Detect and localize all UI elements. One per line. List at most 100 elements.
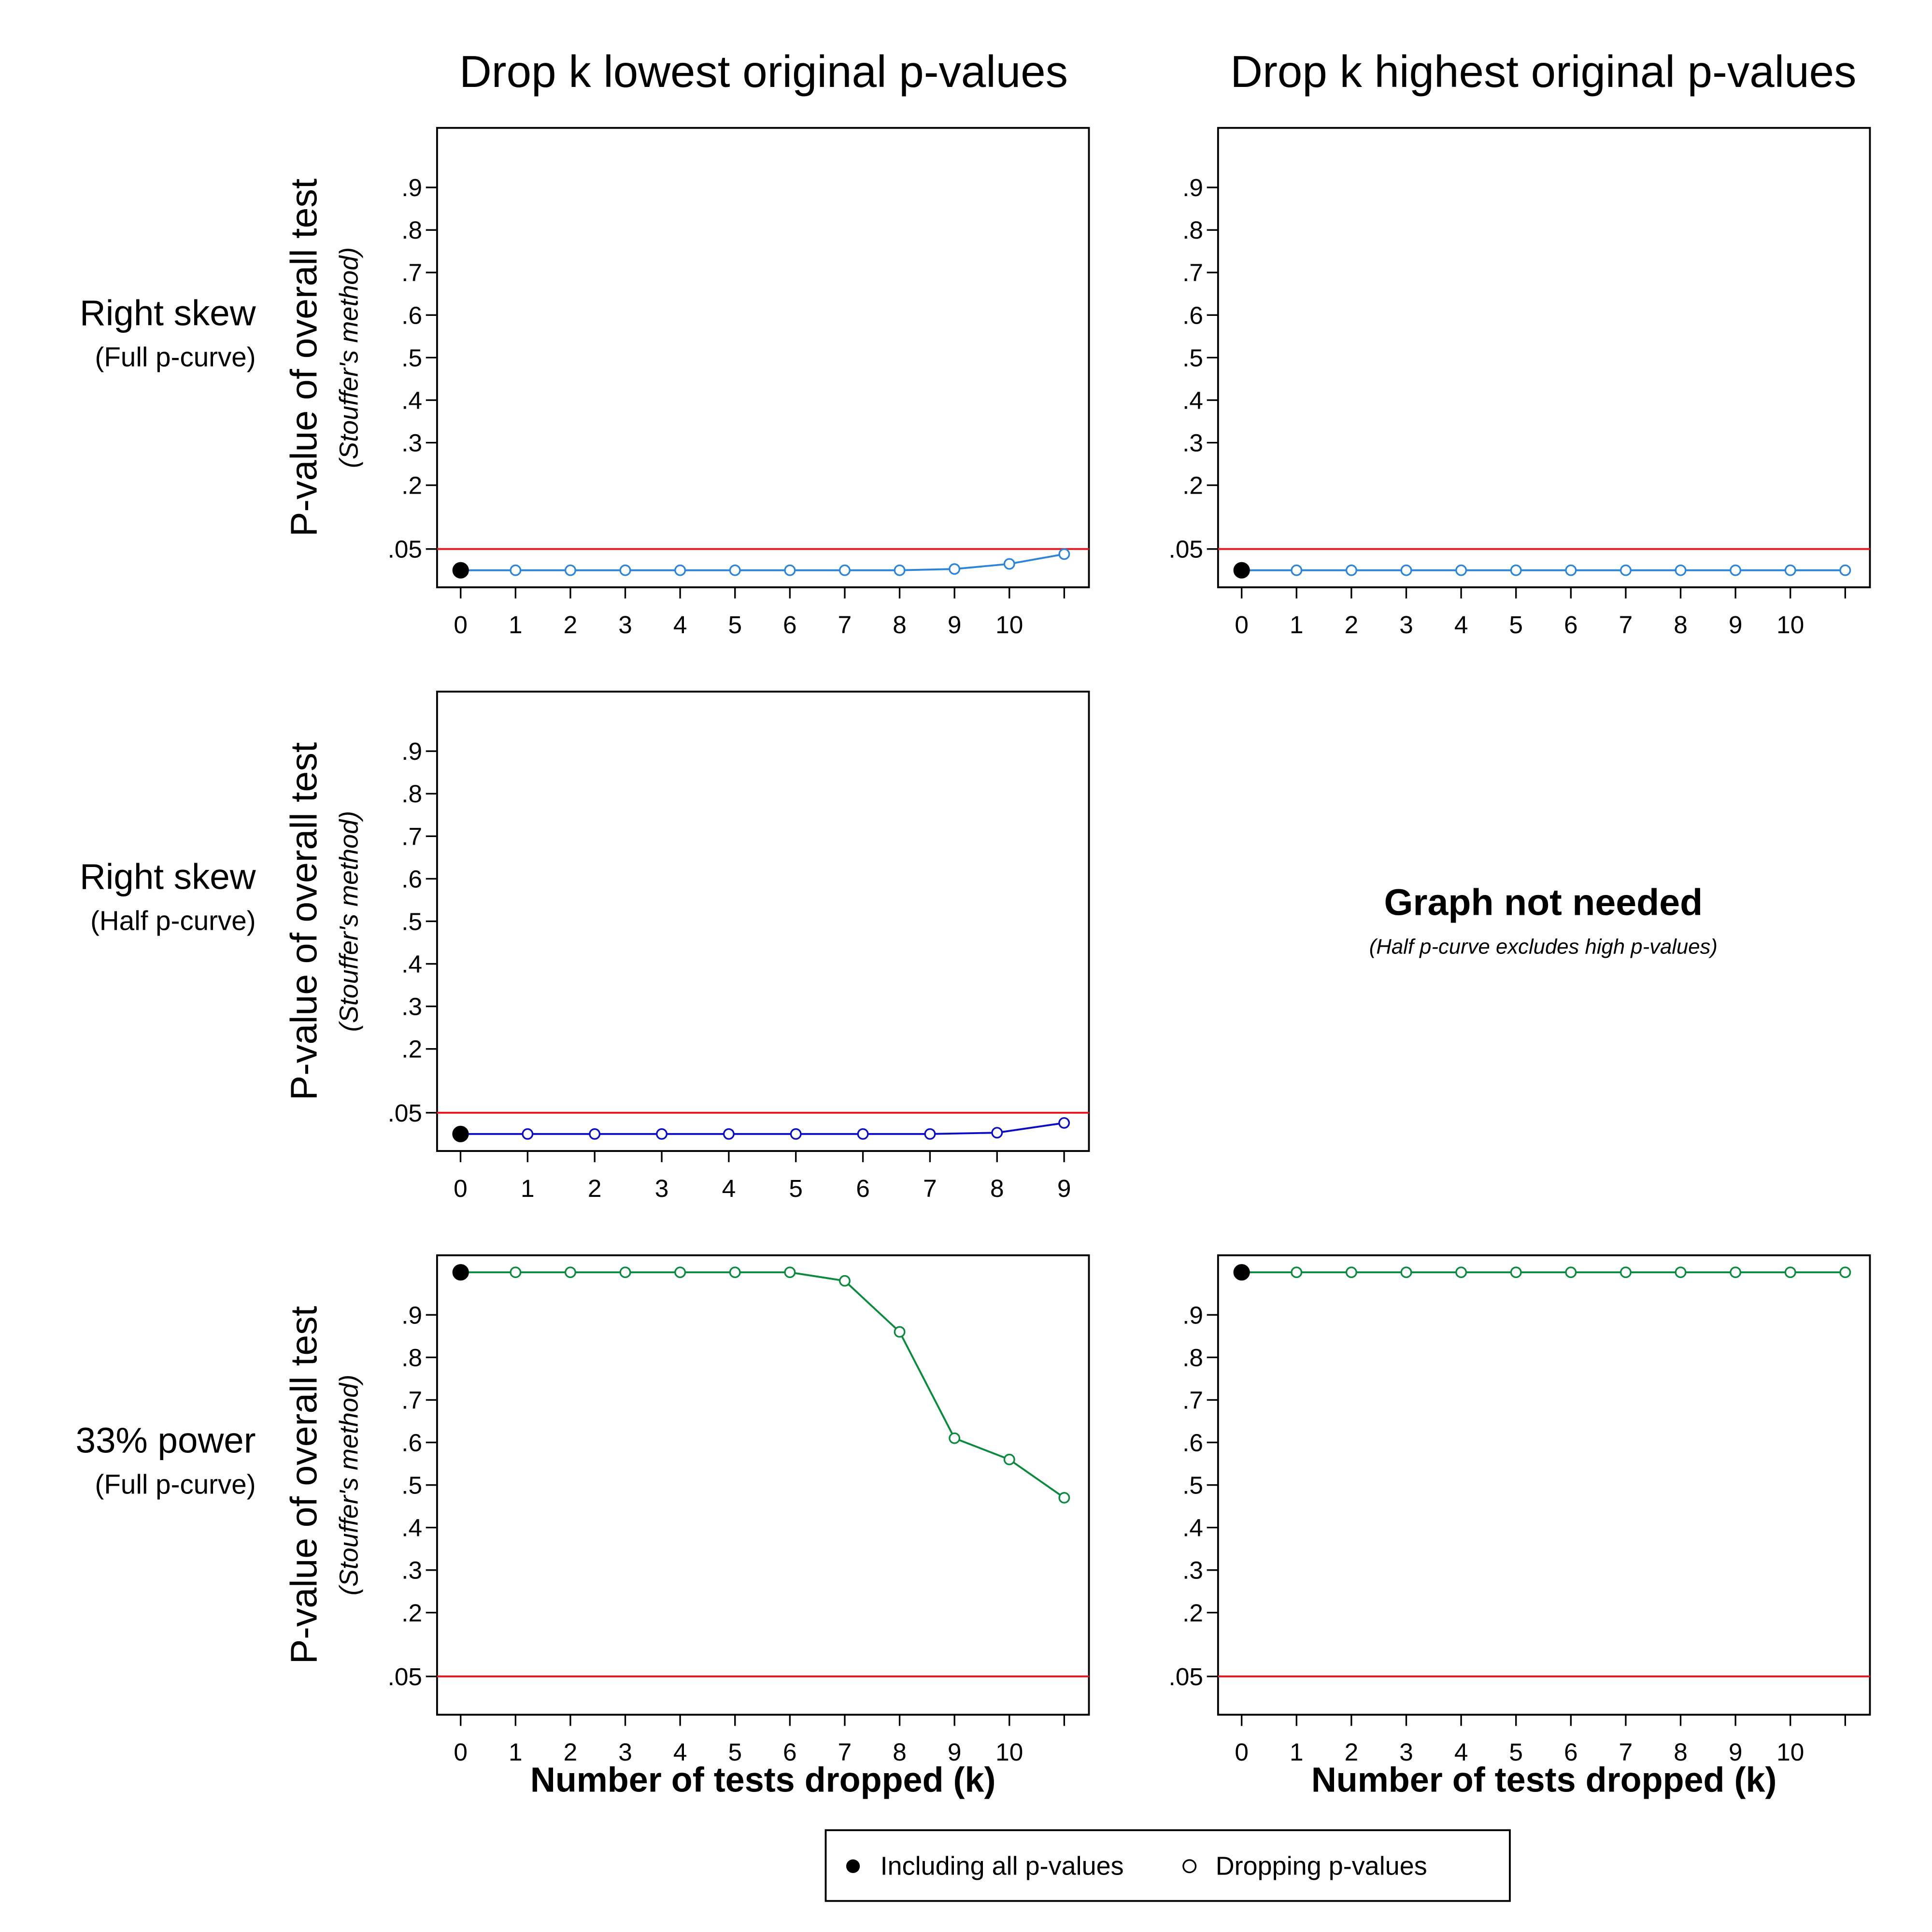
point-dropped — [1345, 564, 1357, 576]
point-dropped — [1510, 564, 1522, 576]
point-dropped — [1455, 1266, 1467, 1279]
x-tick-label: 6 — [783, 1738, 797, 1766]
y-tick-label: .9 — [1182, 1301, 1203, 1329]
x-tick-label: 0 — [454, 1174, 468, 1202]
y-tick-label: .2 — [1182, 471, 1203, 499]
x-tick-label: 6 — [1564, 1738, 1578, 1766]
y-tick-label: .9 — [401, 737, 422, 765]
x-tick-label: 0 — [454, 611, 468, 639]
point-dropped — [784, 1266, 796, 1279]
series-line — [460, 1122, 1065, 1135]
point-dropped — [949, 1432, 961, 1444]
x-tick-label: 5 — [728, 611, 742, 639]
x-tick-label: 0 — [454, 1738, 468, 1766]
y-tick-label: .3 — [1182, 1556, 1203, 1584]
point-dropped — [656, 1128, 668, 1140]
y-tick-label: .8 — [1182, 216, 1203, 244]
x-tick-label: 10 — [1776, 1738, 1804, 1766]
point-dropped — [1784, 1266, 1796, 1279]
point-dropped — [1510, 1266, 1522, 1279]
point-dropped — [1058, 1117, 1070, 1129]
y-axis-sublabel: (Stouffer's method) — [334, 247, 363, 468]
y-tick-label: .6 — [1182, 1428, 1203, 1456]
x-tick-label: 7 — [923, 1174, 937, 1202]
y-tick-label: .9 — [1182, 173, 1203, 201]
point-dropped — [619, 564, 631, 576]
y-tick-label: .05 — [388, 1662, 422, 1690]
x-tick-label: 2 — [588, 1174, 602, 1202]
y-tick-label: .6 — [401, 865, 422, 893]
point-dropped — [894, 564, 906, 576]
x-tick-label: 3 — [1399, 611, 1413, 639]
y-tick-label: .6 — [401, 301, 422, 329]
y-axis-label: P-value of overall test — [284, 742, 325, 1100]
legend-marker — [1182, 1859, 1197, 1874]
y-axis-label: P-value of overall test — [284, 1306, 325, 1664]
y-tick-label: .8 — [401, 216, 422, 244]
point-dropped — [674, 564, 686, 576]
y-tick-label: .05 — [1169, 535, 1203, 563]
x-tick-label: 1 — [1290, 1738, 1304, 1766]
y-tick-label: .8 — [1182, 1343, 1203, 1371]
point-dropped — [1839, 564, 1851, 576]
point-dropped — [1730, 1266, 1742, 1279]
x-tick-label: 3 — [618, 611, 632, 639]
x-tick-label: 8 — [990, 1174, 1004, 1202]
point-all — [452, 562, 469, 579]
point-dropped — [1619, 1266, 1632, 1279]
x-tick-label: 5 — [1509, 611, 1523, 639]
x-tick-label: 5 — [789, 1174, 803, 1202]
point-all — [1233, 1264, 1250, 1281]
point-dropped — [1400, 564, 1412, 576]
point-all — [1233, 562, 1250, 579]
point-dropped — [1675, 1266, 1687, 1279]
y-tick-label: .4 — [401, 1514, 422, 1542]
y-tick-label: .6 — [401, 1428, 422, 1456]
y-tick-label: .4 — [1182, 1514, 1203, 1542]
y-tick-label: .4 — [401, 950, 422, 978]
x-tick-label: 9 — [948, 611, 962, 639]
point-dropped — [589, 1128, 601, 1140]
point-dropped — [1291, 1266, 1303, 1279]
y-axis-label: P-value of overall test — [284, 179, 325, 537]
point-dropped — [784, 564, 796, 576]
y-tick-label: .2 — [401, 471, 422, 499]
point-dropped — [1058, 1492, 1070, 1504]
y-tick-label: .5 — [401, 1471, 422, 1499]
y-tick-label: .7 — [401, 258, 422, 286]
point-all — [452, 1125, 469, 1142]
point-dropped — [619, 1266, 631, 1279]
x-axis-label: Number of tests dropped (k) — [1311, 1761, 1777, 1800]
x-tick-label: 7 — [838, 611, 852, 639]
point-dropped — [1675, 564, 1687, 576]
y-tick-label: .7 — [401, 1386, 422, 1414]
y-tick-label: .05 — [1169, 1662, 1203, 1690]
point-dropped — [1565, 1266, 1577, 1279]
x-tick-label: 5 — [728, 1738, 742, 1766]
x-tick-label: 3 — [1399, 1738, 1413, 1766]
x-tick-label: 10 — [995, 1738, 1023, 1766]
row-title: Right skew — [80, 293, 256, 333]
x-axis-label: Number of tests dropped (k) — [530, 1761, 996, 1800]
x-tick-label: 8 — [893, 611, 907, 639]
y-tick-label: .9 — [401, 1301, 422, 1329]
series-line — [460, 1271, 1065, 1499]
x-tick-label: 1 — [1290, 611, 1304, 639]
x-tick-label: 8 — [1674, 1738, 1688, 1766]
y-tick-label: .5 — [401, 343, 422, 371]
row-subtitle: (Full p-curve) — [95, 1469, 256, 1500]
note-subtitle: (Half p-curve excludes high p-values) — [1369, 935, 1718, 958]
y-tick-label: .5 — [1182, 1471, 1203, 1499]
point-dropped — [1730, 564, 1742, 576]
row-title: Right skew — [80, 857, 256, 897]
y-tick-label: .6 — [1182, 301, 1203, 329]
x-tick-label: 6 — [856, 1174, 870, 1202]
point-dropped — [1455, 564, 1467, 576]
point-dropped — [723, 1128, 735, 1140]
y-tick-label: .3 — [1182, 428, 1203, 456]
point-dropped — [1003, 1453, 1015, 1465]
y-tick-label: .2 — [401, 1599, 422, 1627]
y-tick-label: .7 — [1182, 1386, 1203, 1414]
